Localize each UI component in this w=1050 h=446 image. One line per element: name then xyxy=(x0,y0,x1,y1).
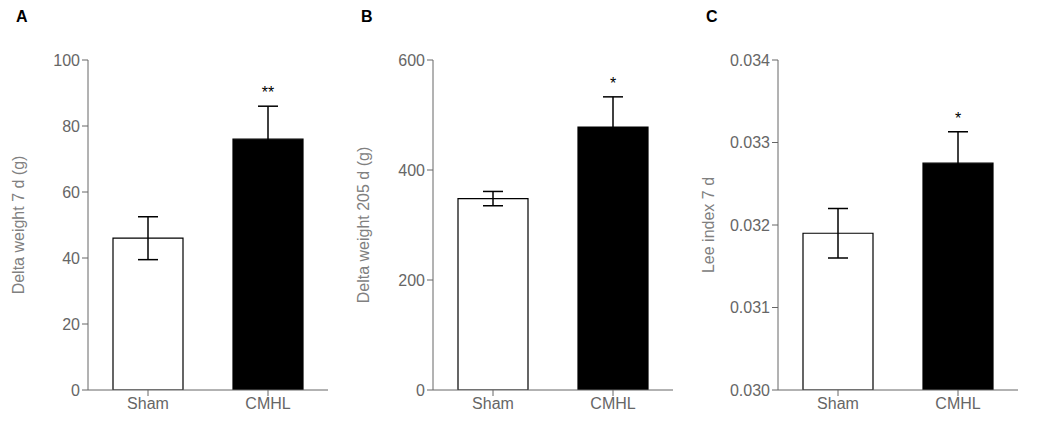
svg-text:Sham: Sham xyxy=(817,395,859,412)
svg-text:100: 100 xyxy=(53,52,80,69)
svg-text:Delta weight 205 d (g): Delta weight 205 d (g) xyxy=(355,147,372,304)
svg-text:Delta weight 7 d (g): Delta weight 7 d (g) xyxy=(10,156,27,295)
svg-text:40: 40 xyxy=(62,250,80,267)
html-text:B: B xyxy=(361,8,373,25)
svg-text:200: 200 xyxy=(398,272,425,289)
svg-text:CMHL: CMHL xyxy=(590,395,635,412)
svg-text:80: 80 xyxy=(62,118,80,135)
svg-text:0.031: 0.031 xyxy=(730,299,770,316)
svg-text:0: 0 xyxy=(71,382,80,399)
svg-text:*: * xyxy=(955,110,961,127)
svg-text:CMHL: CMHL xyxy=(935,395,980,412)
html-text:A: A xyxy=(16,8,28,25)
svg-text:60: 60 xyxy=(62,184,80,201)
html-text:C: C xyxy=(706,8,718,25)
svg-text:400: 400 xyxy=(398,162,425,179)
svg-text:0.030: 0.030 xyxy=(730,382,770,399)
svg-text:CMHL: CMHL xyxy=(245,395,290,412)
svg-text:0.034: 0.034 xyxy=(730,52,770,69)
svg-text:Sham: Sham xyxy=(472,395,514,412)
svg-text:Lee index 7 d: Lee index 7 d xyxy=(700,177,717,273)
svg-text:20: 20 xyxy=(62,316,80,333)
svg-text:**: ** xyxy=(262,84,274,101)
svg-text:0.032: 0.032 xyxy=(730,217,770,234)
svg-text:0: 0 xyxy=(416,382,425,399)
svg-text:0.033: 0.033 xyxy=(730,134,770,151)
svg-text:*: * xyxy=(610,75,616,92)
svg-text:600: 600 xyxy=(398,52,425,69)
svg-text:Sham: Sham xyxy=(127,395,169,412)
